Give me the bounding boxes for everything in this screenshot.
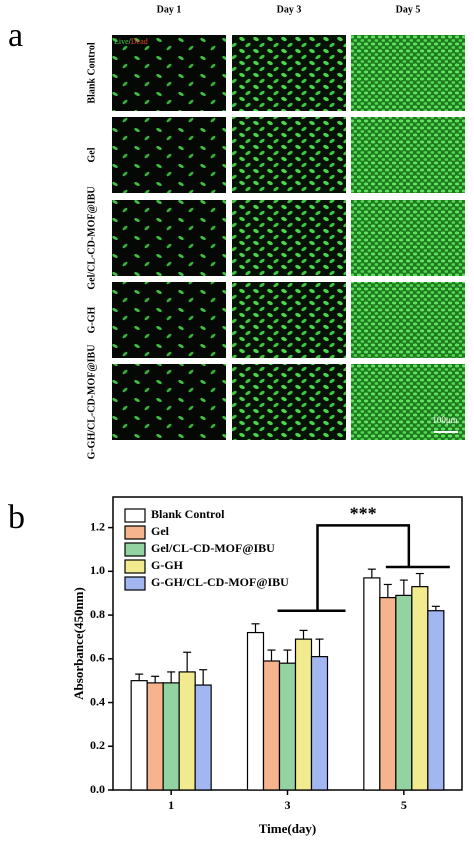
y-tick-label: 0.4 xyxy=(90,694,105,708)
y-tick-label: 0.6 xyxy=(90,651,105,665)
y-tick-label: 0.0 xyxy=(90,782,105,796)
x-tick-label: 3 xyxy=(285,798,291,812)
column-label: Day 5 xyxy=(396,4,421,15)
legend-label: Gel xyxy=(151,524,170,538)
micrograph xyxy=(232,35,346,111)
panel-label: a xyxy=(8,17,23,54)
legend-swatch xyxy=(124,542,146,557)
micrograph xyxy=(232,117,346,193)
bar xyxy=(262,660,281,791)
micrograph xyxy=(112,282,226,358)
bar-chart: 0.0 0.2 0.4 0.6 0.8 1.0 1.2 Absorbance(450nm) Ti… xyxy=(71,496,463,836)
y-tick-label: 1.2 xyxy=(90,519,105,533)
row-label: G-GH xyxy=(86,306,97,333)
bar xyxy=(246,631,265,791)
column-label: Day 3 xyxy=(277,4,302,15)
y-tick-label: 1.0 xyxy=(90,563,105,577)
bar xyxy=(363,577,381,791)
micrograph xyxy=(112,364,226,440)
panel-label: b xyxy=(8,499,25,536)
row-label: Gel xyxy=(86,147,97,162)
stain-sep: / xyxy=(129,37,132,46)
legend-label: G-GH/CL-CD-MOF@IBU xyxy=(151,575,289,589)
bar xyxy=(178,671,196,791)
micrograph xyxy=(112,35,226,111)
row-label: Blank Control xyxy=(86,42,97,103)
bar xyxy=(130,680,148,791)
bar xyxy=(162,682,180,791)
micrograph xyxy=(351,117,465,193)
row-label: G-GH/CL-CD-MOF@IBU xyxy=(86,345,97,460)
micrograph-grid: Day 1 Day 3 Day 5 Blank Control Gel Gel/CL-CD… xyxy=(86,4,465,459)
scale-bar-label: 100μm xyxy=(432,415,457,425)
y-axis-label: Absorbance(450nm) xyxy=(71,587,86,700)
legend-swatch xyxy=(124,508,146,523)
row-label: Gel/CL-CD-MOF@IBU xyxy=(86,186,97,289)
micrograph xyxy=(351,282,465,358)
bar xyxy=(278,662,297,791)
column-label: Day 1 xyxy=(157,4,182,15)
bar xyxy=(395,594,413,791)
x-tick-label: 1 xyxy=(168,798,174,812)
stain-dead: Dead xyxy=(131,37,148,46)
bar xyxy=(310,656,329,791)
legend-label: G-GH xyxy=(151,558,184,572)
stain-legend: Live/Dead xyxy=(114,37,148,46)
micrograph xyxy=(232,282,346,358)
micrograph xyxy=(112,117,226,193)
x-axis-label: Time(day) xyxy=(259,821,317,836)
micrograph xyxy=(112,200,226,276)
legend-label: Blank Control xyxy=(151,507,225,521)
bar xyxy=(411,586,429,791)
y-tick-label: 0.8 xyxy=(90,607,105,621)
micrograph xyxy=(351,200,465,276)
bar xyxy=(294,638,313,791)
micrograph xyxy=(351,364,465,440)
legend-swatch xyxy=(124,576,146,591)
micrograph xyxy=(232,200,346,276)
legend-label: Gel/CL-CD-MOF@IBU xyxy=(151,541,275,555)
significance-label: *** xyxy=(350,504,377,524)
stain-live: Live xyxy=(114,37,129,46)
bar xyxy=(427,610,445,791)
x-tick-label: 5 xyxy=(401,798,407,812)
significance-bracket xyxy=(277,524,450,612)
micrograph xyxy=(232,364,346,440)
micrograph xyxy=(351,35,465,111)
y-tick-label: 0.2 xyxy=(90,738,105,752)
legend-swatch xyxy=(124,559,146,574)
legend-swatch xyxy=(124,525,146,540)
bar xyxy=(194,684,212,791)
bar xyxy=(379,596,397,791)
bar xyxy=(146,682,164,791)
